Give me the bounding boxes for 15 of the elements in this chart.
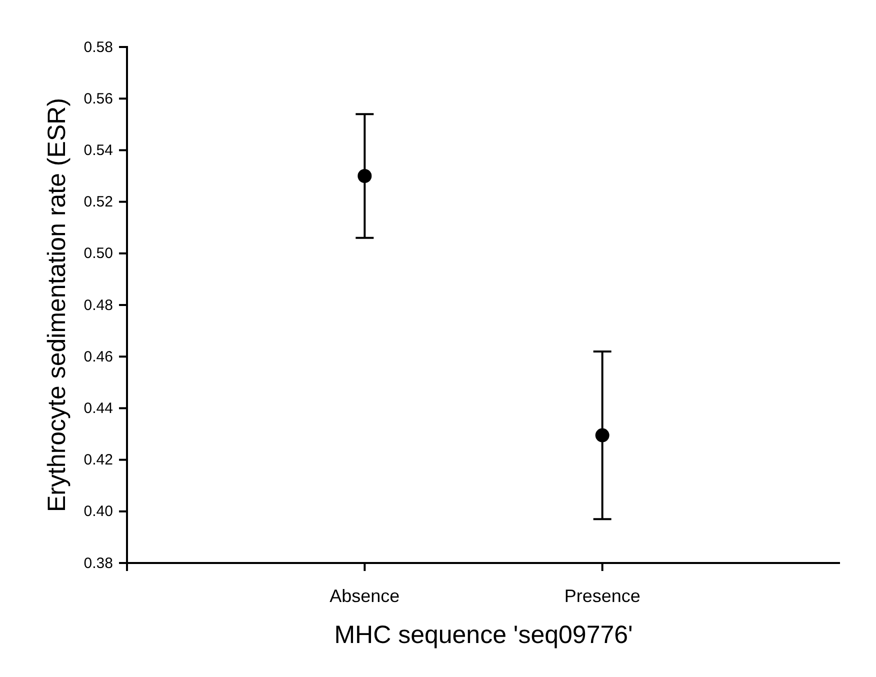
y-tick-label: 0.38 xyxy=(84,554,113,572)
y-tick-label: 0.46 xyxy=(84,348,113,366)
x-tick-label: Presence xyxy=(564,586,640,606)
x-axis-title: MHC sequence 'seq09776' xyxy=(334,621,633,649)
y-axis-title: Erythrocyte sedimentation rate (ESR) xyxy=(43,98,71,512)
y-tick-label: 0.44 xyxy=(84,400,113,417)
y-tick-label: 0.50 xyxy=(84,245,113,262)
y-tick-label: 0.48 xyxy=(84,296,113,314)
y-tick-label: 0.58 xyxy=(84,38,113,56)
y-tick-label: 0.40 xyxy=(84,503,113,520)
y-tick-label: 0.52 xyxy=(84,194,113,211)
y-tick-label: 0.42 xyxy=(84,452,113,469)
y-tick-label: 0.54 xyxy=(84,142,113,159)
y-tick-label: 0.56 xyxy=(84,90,113,108)
x-tick-label: Absence xyxy=(330,586,400,606)
